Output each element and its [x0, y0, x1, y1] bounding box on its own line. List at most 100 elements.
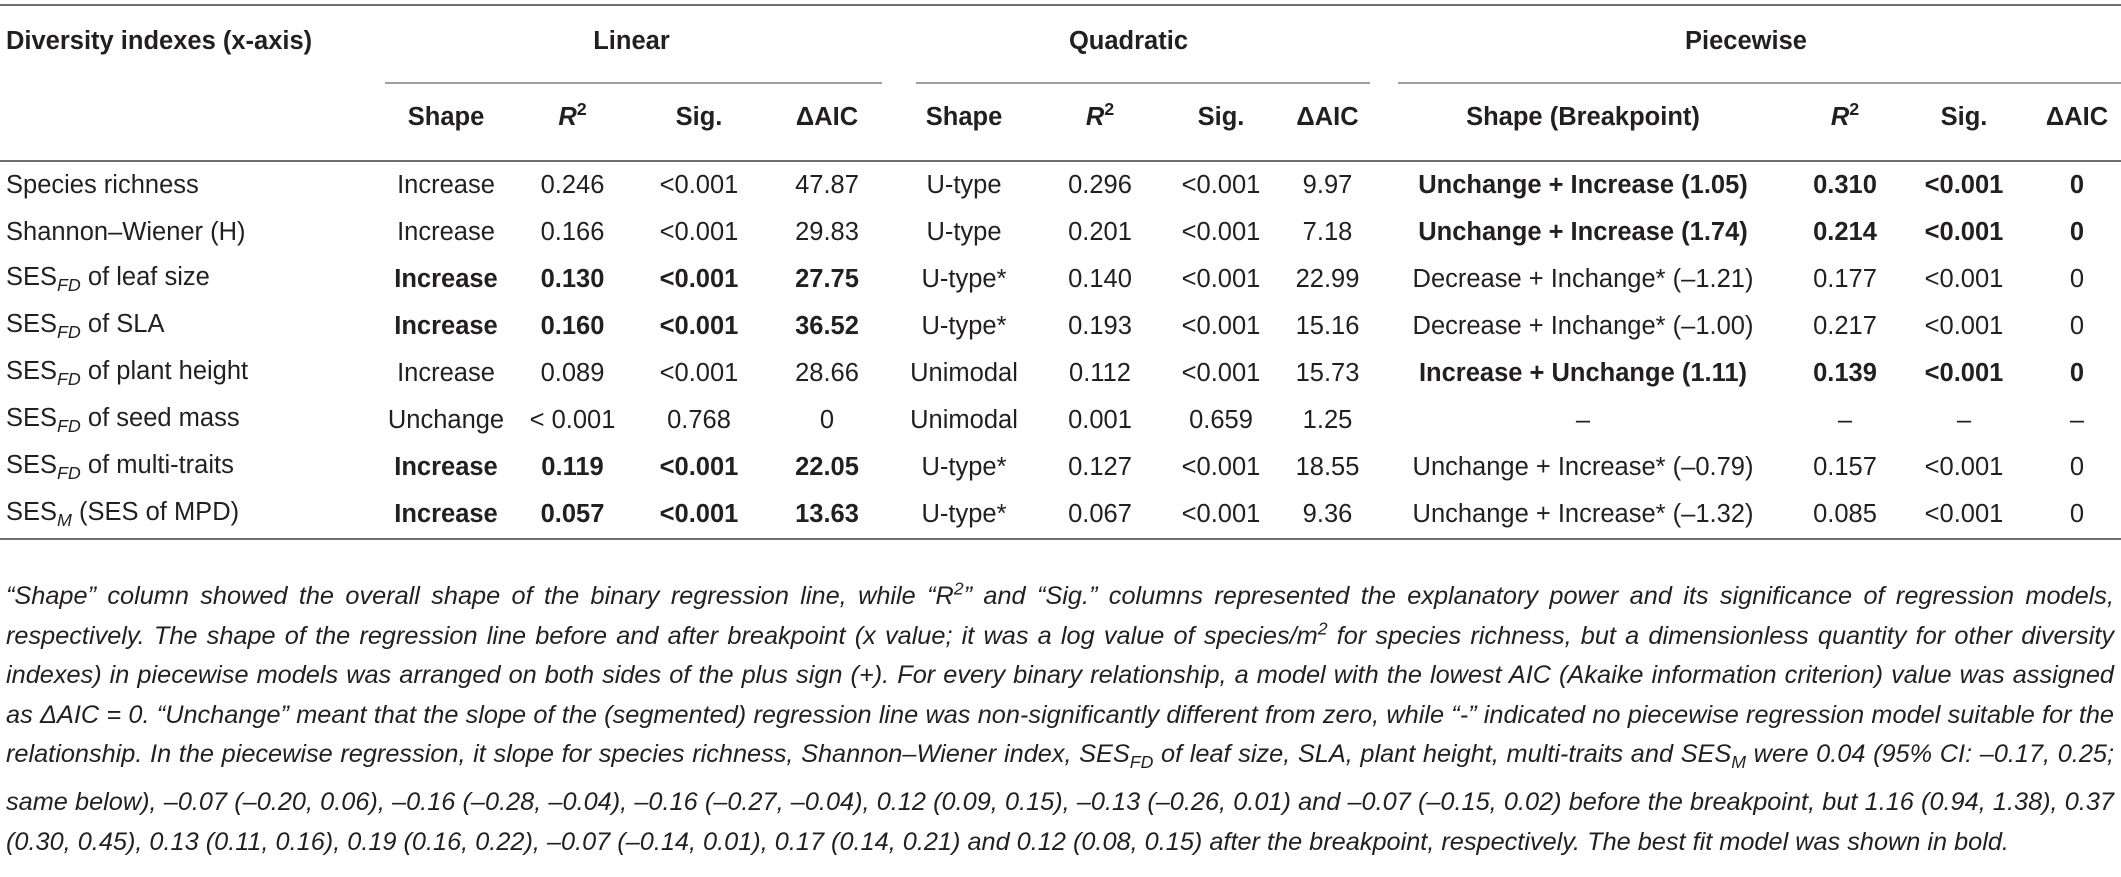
lin-daic-cell: 47.87	[768, 160, 886, 209]
pw-r2-cell: 0.214	[1813, 218, 1877, 246]
lin-sig-cell: <0.001	[659, 359, 739, 387]
quad-r2-cell: 0.067	[1042, 491, 1158, 540]
pw-shape-cell: Unchange + Increase (1.74)	[1418, 218, 1748, 246]
quad-sig-cell: <0.001	[1181, 265, 1261, 293]
row-label: SESFD of leaf size	[6, 262, 210, 296]
pw-shape-cell: Unchange + Increase* (–0.79)	[1412, 453, 1754, 481]
quad-daic-cell: 9.36	[1284, 491, 1371, 540]
quad-shape-cell: U-type*	[921, 265, 1007, 293]
pw-shape-cell: Decrease + Inchange* (–1.21)	[1412, 265, 1754, 293]
pw-shape-cell: Decrease + Inchange* (–1.00)	[1412, 312, 1754, 340]
lin-shape-cell: Increase	[377, 491, 515, 540]
pw-r2-cell: 0.217	[1813, 312, 1877, 340]
lin-r2-cell: 0.089	[540, 359, 605, 387]
table-row: SESFD of SLA Increase 0.160 <0.001 36.52 U-ty…	[0, 303, 2121, 350]
pw-sig-cell: –	[1956, 406, 1972, 434]
table-row: SESFD of plant height Increase 0.089 <0.001…	[0, 350, 2121, 397]
pw-sig-cell: <0.001	[1895, 160, 2033, 209]
col-sig: Sig.	[1197, 102, 1245, 131]
group-header-quadratic: Quadratic	[1068, 26, 1189, 55]
lin-daic-cell: 22.05	[795, 453, 859, 481]
table-row: SESFD of leaf size Increase 0.130 <0.001 27.…	[0, 256, 2121, 303]
quad-sig-cell: <0.001	[1158, 491, 1284, 540]
pw-shape-cell: Unchange + Increase (1.05)	[1371, 160, 1795, 209]
lin-sig-cell: <0.001	[659, 265, 739, 293]
pw-r2-cell: 0.085	[1795, 491, 1895, 540]
quad-sig-cell: <0.001	[1158, 160, 1284, 209]
col-r2: R2	[1830, 98, 1860, 131]
pw-daic-cell: 0	[2069, 453, 2085, 481]
piecewise-group-rule	[1398, 82, 2121, 84]
quad-shape-cell: U-type*	[921, 312, 1007, 340]
quad-daic-cell: 1.25	[1302, 406, 1353, 434]
quad-sig-cell: <0.001	[1181, 359, 1261, 387]
pw-daic-cell: 0	[2069, 359, 2085, 387]
table-footnote: “Shape” column showed the overall shape …	[6, 578, 2115, 856]
lin-daic-cell: 36.52	[795, 312, 859, 340]
lin-sig-cell: <0.001	[630, 160, 768, 209]
quad-sig-cell: <0.001	[1181, 453, 1261, 481]
quad-r2-cell: 0.296	[1042, 160, 1158, 209]
table-row: SESM (SES of MPD) Increase 0.057 <0.001 13.6…	[0, 491, 2121, 540]
quad-daic-cell: 7.18	[1302, 218, 1353, 246]
quad-daic-cell: 22.99	[1295, 265, 1360, 293]
quad-r2-cell: 0.001	[1068, 406, 1132, 434]
lin-daic-cell: 13.63	[768, 491, 886, 540]
pw-sig-cell: <0.001	[1924, 265, 2004, 293]
table-top-rule	[0, 4, 2121, 6]
quad-daic-cell: 15.16	[1295, 312, 1360, 340]
row-label: SESFD of SLA	[6, 309, 165, 343]
lin-daic-cell: 28.66	[795, 359, 859, 387]
table-row: SESFD of seed mass Unchange < 0.001 0.768 0 U…	[0, 397, 2121, 444]
lin-daic-cell: 0	[819, 406, 835, 434]
quad-shape-cell: U-type*	[886, 491, 1042, 540]
col-r2: R2	[558, 98, 587, 131]
col-shape: Shape	[925, 102, 1003, 131]
table-row: Species richness Increase 0.246 <0.001 47.87…	[0, 160, 2121, 209]
lin-sig-cell: 0.768	[667, 406, 731, 434]
row-label: SESFD of seed mass	[6, 403, 240, 437]
quad-r2-cell: 0.140	[1068, 265, 1132, 293]
lin-r2-cell: 0.166	[540, 218, 605, 246]
quad-daic-cell: 15.73	[1295, 359, 1360, 387]
pw-daic-cell: 0	[2069, 312, 2085, 340]
pw-shape-cell: Increase + Unchange (1.11)	[1418, 359, 1748, 387]
row-label: SESFD of plant height	[6, 356, 249, 390]
quad-shape-cell: U-type	[886, 160, 1042, 209]
quad-shape-cell: U-type	[926, 218, 1002, 246]
table-row: SESFD of multi-traits Increase 0.119 <0.001…	[0, 444, 2121, 491]
pw-r2-cell: –	[1837, 406, 1853, 434]
quad-sig-cell: <0.001	[1181, 312, 1261, 340]
group-header-linear: Linear	[593, 26, 670, 55]
quad-daic-cell: 9.97	[1284, 160, 1371, 209]
pw-sig-cell: <0.001	[1924, 218, 2004, 246]
lin-sig-cell: <0.001	[659, 312, 739, 340]
quad-daic-cell: 18.55	[1295, 453, 1360, 481]
pw-daic-cell: –	[2069, 406, 2085, 434]
pw-sig-cell: <0.001	[1924, 359, 2004, 387]
pw-sig-cell: <0.001	[1924, 453, 2004, 481]
lin-daic-cell: 27.75	[795, 265, 859, 293]
quad-r2-cell: 0.127	[1068, 453, 1132, 481]
row-label: Species richness	[0, 160, 377, 209]
pw-r2-cell: 0.310	[1795, 160, 1895, 209]
lin-r2-cell: 0.119	[541, 453, 604, 481]
group-header-piecewise: Piecewise	[1685, 26, 1807, 55]
lin-shape-cell: Increase	[394, 453, 498, 481]
pw-daic-cell: 0	[2069, 265, 2085, 293]
col-sig: Sig.	[1940, 102, 1988, 131]
col-daic: ΔAIC	[1296, 102, 1359, 131]
quad-sig-cell: <0.001	[1181, 218, 1261, 246]
quad-r2-cell: 0.201	[1068, 218, 1132, 246]
lin-sig-cell: <0.001	[659, 218, 739, 246]
pw-r2-cell: 0.139	[1813, 359, 1877, 387]
quad-sig-cell: 0.659	[1189, 406, 1253, 434]
lin-r2-cell: < 0.001	[529, 406, 616, 434]
lin-shape-cell: Increase	[377, 160, 515, 209]
col-shape: Shape	[407, 102, 485, 131]
col-daic: ΔAIC	[795, 102, 859, 131]
corner-header: Diversity indexes (x-axis)	[6, 26, 313, 55]
lin-shape-cell: Increase	[394, 312, 498, 340]
quad-shape-cell: Unimodal	[910, 359, 1018, 387]
lin-daic-cell: 29.83	[795, 218, 859, 246]
